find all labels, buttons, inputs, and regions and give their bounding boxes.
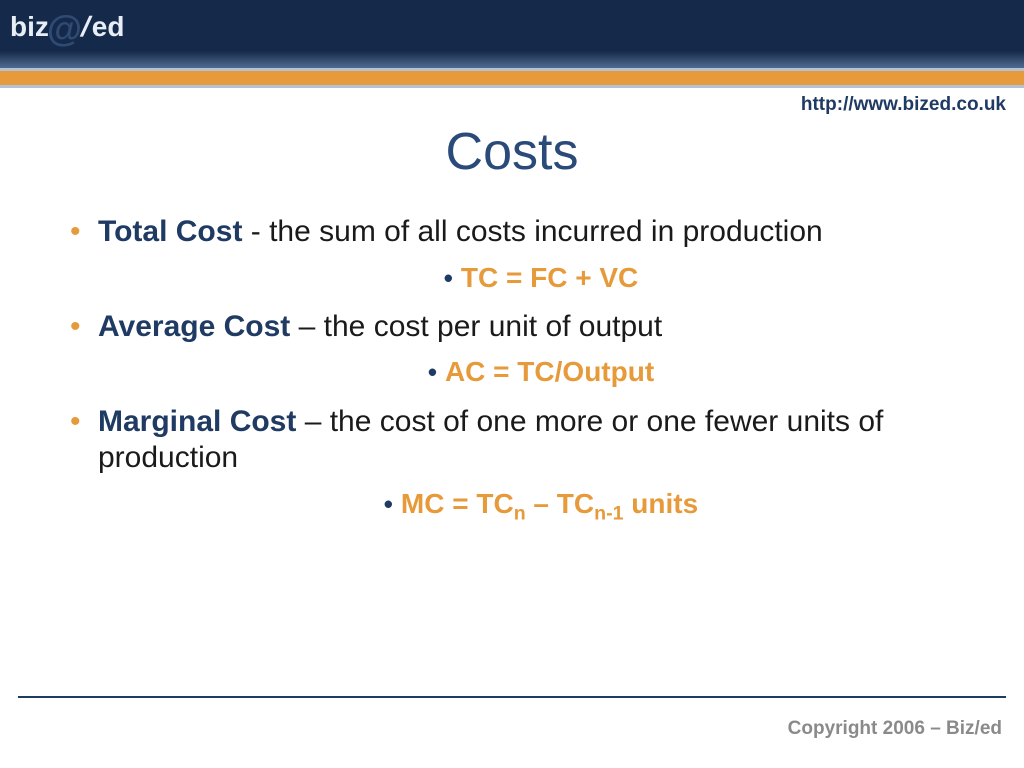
header-url: http://www.bized.co.uk: [801, 94, 1006, 116]
formula-list: • MC = TCn – TCn-1 units: [98, 487, 964, 526]
header-url-text: http://www.bized.co.uk: [801, 94, 1006, 115]
mc-pre: MC = TC: [401, 488, 514, 519]
definition: – the cost per unit of output: [290, 310, 662, 343]
term: Average Cost: [98, 310, 290, 343]
bullet-marginal-cost: Marginal Cost – the cost of one more or …: [70, 404, 964, 527]
slide-title: Costs: [0, 122, 1024, 182]
formula-mc: • MC = TCn – TCn-1 units: [158, 487, 904, 526]
header-band: biz@/ed: [0, 0, 1024, 68]
formula-text: MC = TCn – TCn-1 units: [401, 488, 698, 519]
copyright-text: Copyright 2006 – Biz/ed: [788, 718, 1002, 740]
bullet-list: Total Cost - the sum of all costs incurr…: [70, 214, 964, 526]
logo-part-2: ed: [92, 11, 125, 43]
definition: - the sum of all costs incurred in produ…: [242, 215, 822, 248]
bullet-icon: •: [444, 263, 453, 293]
formula-tc: • TC = FC + VC: [228, 261, 834, 295]
formula-text: AC = TC/Output: [445, 356, 654, 387]
accent-stripe: [0, 68, 1024, 88]
logo-part-1: biz: [10, 11, 49, 43]
at-icon: @: [47, 6, 82, 48]
bullet-average-cost: Average Cost – the cost per unit of outp…: [70, 309, 964, 390]
footer-rule: [18, 696, 1006, 698]
slide-content: Total Cost - the sum of all costs incurr…: [70, 214, 964, 540]
mc-post: units: [624, 488, 699, 519]
formula-ac: • AC = TC/Output: [228, 355, 834, 389]
mc-mid: – TC: [526, 488, 594, 519]
bullet-icon: •: [384, 489, 393, 519]
formula-text: TC = FC + VC: [461, 262, 638, 293]
slide: biz@/ed http://www.bized.co.uk Costs Tot…: [0, 0, 1024, 768]
formula-list: • AC = TC/Output: [98, 355, 964, 389]
formula-list: • TC = FC + VC: [98, 261, 964, 295]
term: Marginal Cost: [98, 405, 296, 438]
term: Total Cost: [98, 215, 242, 248]
bullet-icon: •: [428, 357, 437, 387]
bullet-total-cost: Total Cost - the sum of all costs incurr…: [70, 214, 964, 295]
mc-sub1: n: [514, 502, 526, 524]
brand-logo: biz@/ed: [10, 6, 124, 48]
mc-sub2: n-1: [594, 502, 623, 524]
